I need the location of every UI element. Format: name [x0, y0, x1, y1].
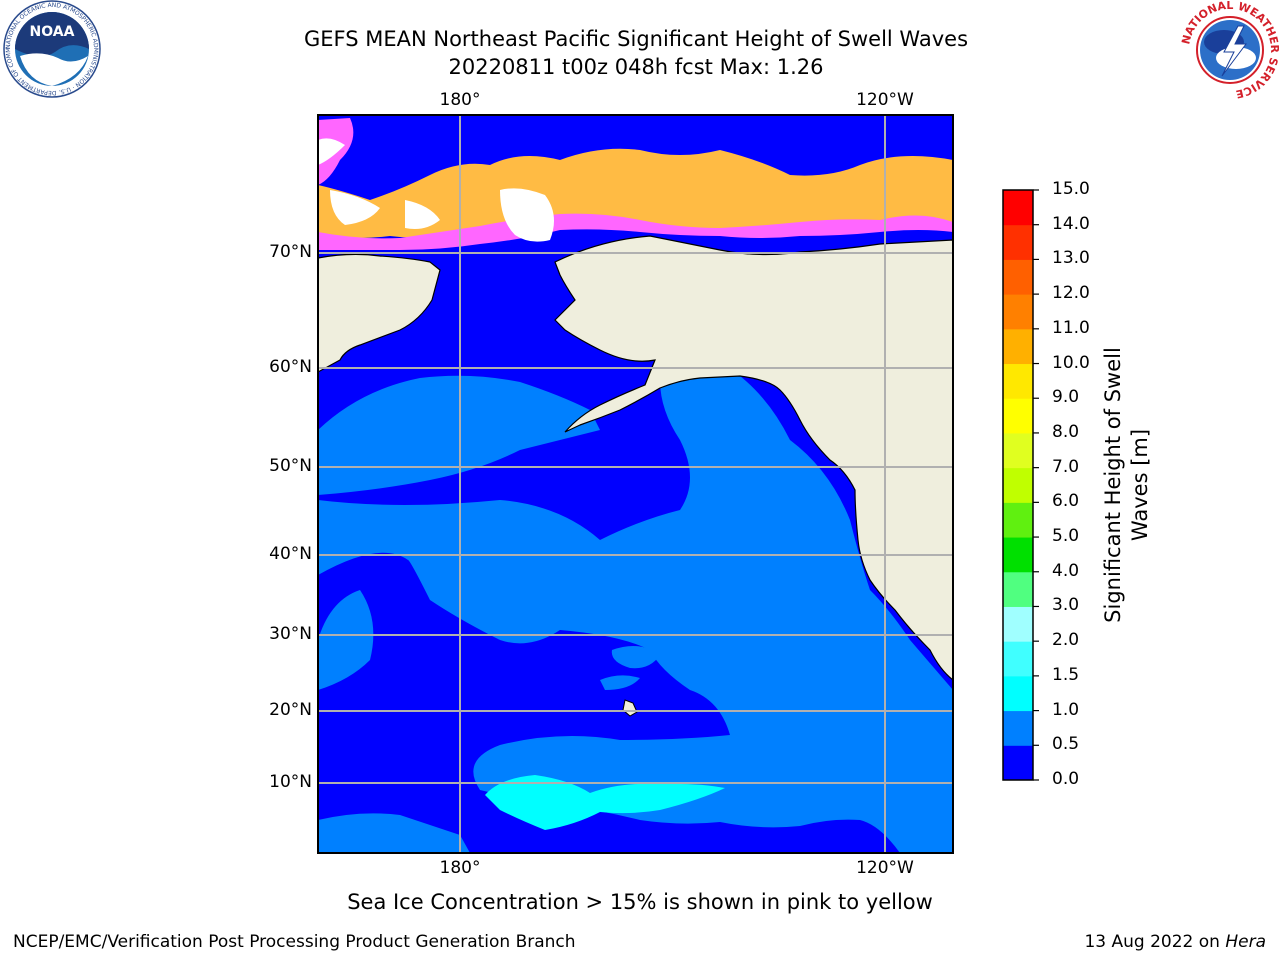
lat-label-30n: 30°N	[269, 624, 312, 644]
colorbar-tick-label: 11.0	[1052, 317, 1090, 338]
noaa-emblem: NATIONAL OCEANIC AND ATMOSPHERIC ADMINIS…	[0, 0, 101, 98]
plot-subtitle: 20220811 t00z 048h fcst Max: 1.26	[448, 55, 824, 79]
colorbar-bin	[1003, 710, 1033, 746]
colorbar-bin	[1003, 432, 1033, 469]
colorbar-bin	[1003, 571, 1033, 607]
colorbar-bin	[1003, 398, 1033, 434]
colorbar-tick-label: 14.0	[1052, 213, 1090, 234]
colorbar-title: Significant Height of Swell Waves [m]	[1100, 335, 1160, 635]
colorbar-title-line2: Waves [m]	[1128, 428, 1152, 542]
lon-label-top-120w: 120°W	[856, 90, 914, 110]
colorbar-bin	[1003, 294, 1033, 330]
colorbar-tick-label: 8.0	[1052, 421, 1080, 442]
colorbar	[1003, 189, 1039, 781]
map-gridlines	[318, 115, 953, 853]
nws-logo: NATIONAL WEATHER SERVICE	[1179, 0, 1280, 101]
nws-emblem: NATIONAL WEATHER SERVICE	[1179, 0, 1280, 101]
colorbar-bin	[1003, 224, 1033, 260]
colorbar-bin	[1003, 606, 1033, 642]
colorbar-tick-label: 0.0	[1052, 769, 1080, 789]
colorbar-tick-label: 0.5	[1052, 734, 1080, 755]
colorbar-tick-label: 2.0	[1052, 630, 1080, 651]
footer-date-text: 13 Aug 2022 on	[1084, 932, 1226, 952]
footer-host: Hera	[1225, 932, 1266, 952]
colorbar-tick-label: 15.0	[1052, 179, 1090, 199]
colorbar-bin	[1003, 363, 1033, 399]
colorbar-tick-label: 5.0	[1052, 526, 1080, 547]
colorbar-tick-label: 12.0	[1052, 283, 1090, 304]
colorbar-bin	[1003, 641, 1033, 677]
colorbar-tick-label: 9.0	[1052, 387, 1080, 408]
colorbar-tick-label: 6.0	[1052, 491, 1080, 512]
colorbar-bin	[1003, 675, 1033, 712]
colorbar-tick-label: 4.0	[1052, 560, 1080, 581]
colorbar-bin	[1003, 259, 1033, 295]
colorbar-bin	[1003, 190, 1033, 226]
colorbar-bin	[1003, 502, 1033, 538]
colorbar-bin	[1003, 467, 1033, 503]
lon-label-bottom-180: 180°	[439, 858, 481, 878]
footer-date: 13 Aug 2022 on Hera	[1084, 932, 1266, 952]
plot-title: GEFS MEAN Northeast Pacific Significant …	[303, 27, 969, 51]
lat-label-20n: 20°N	[269, 700, 312, 720]
lat-label-10n: 10°N	[269, 772, 312, 792]
colorbar-tick-label: 10.0	[1052, 352, 1090, 373]
colorbar-tick-label: 1.5	[1052, 664, 1080, 685]
colorbar-bin	[1003, 745, 1033, 781]
land-north-america	[554, 235, 953, 681]
footer-branch: NCEP/EMC/Verification Post Processing Pr…	[13, 932, 576, 952]
colorbar-tick-label: 13.0	[1052, 248, 1090, 269]
lat-label-50n: 50°N	[269, 456, 312, 476]
colorbar-tick-label: 7.0	[1052, 456, 1080, 477]
noaa-logo-text: NOAA	[30, 24, 75, 40]
noaa-logo: NATIONAL OCEANIC AND ATMOSPHERIC ADMINIS…	[0, 0, 104, 98]
lat-label-40n: 40°N	[269, 544, 312, 564]
lon-label-bottom-120w: 120°W	[856, 858, 914, 878]
colorbar-tick-label: 1.0	[1052, 699, 1080, 720]
lat-label-60n: 60°N	[269, 357, 312, 377]
swell-high-regions	[485, 775, 725, 830]
map-frame	[317, 114, 954, 854]
colorbar-bin	[1003, 537, 1033, 573]
lon-label-top-180: 180°	[439, 90, 481, 110]
land-siberia	[318, 253, 441, 373]
sea-ice-note: Sea Ice Concentration > 15% is shown in …	[347, 890, 933, 914]
colorbar-frame	[1002, 189, 1034, 781]
colorbar-tick-label: 3.0	[1052, 595, 1080, 616]
lat-label-70n: 70°N	[269, 242, 312, 262]
sea-ice-region	[318, 118, 953, 250]
colorbar-title-line1: Significant Height of Swell	[1101, 347, 1125, 623]
colorbar-bin	[1003, 328, 1033, 365]
